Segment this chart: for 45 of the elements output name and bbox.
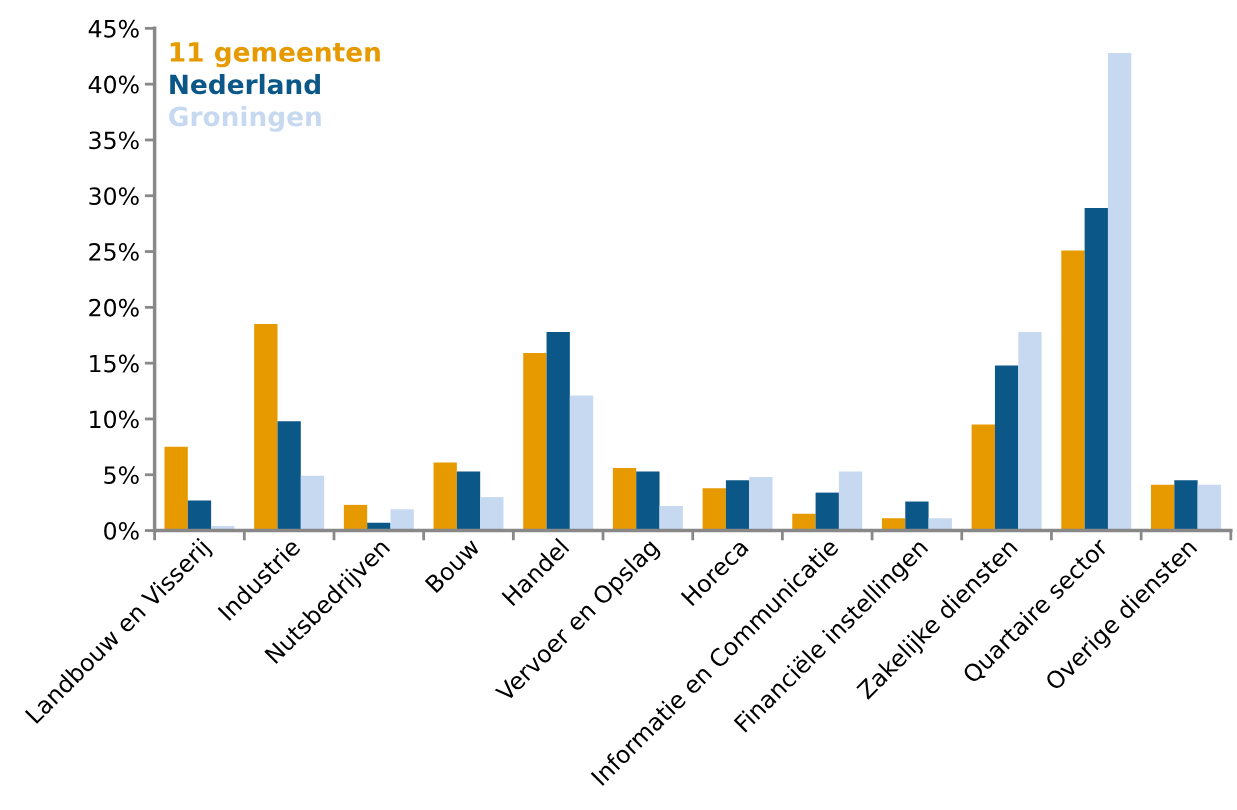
- bar: [187, 500, 212, 531]
- bar: [523, 353, 547, 531]
- y-tick-label: 30%: [89, 187, 139, 206]
- y-tick-label: 15%: [90, 354, 139, 373]
- bar: [343, 504, 368, 531]
- bar: [1151, 484, 1175, 531]
- bar: [659, 506, 683, 531]
- bar: [702, 488, 726, 531]
- bar: [480, 497, 504, 531]
- bar: [277, 421, 301, 531]
- y-tick-label: 35%: [89, 131, 139, 150]
- y-tick-label: 25%: [89, 243, 139, 261]
- text: Nederland: [170, 73, 320, 95]
- bar: [569, 395, 594, 531]
- bar: [792, 513, 816, 531]
- bar: [390, 509, 414, 531]
- y-tick-label: 5%: [104, 466, 139, 485]
- bar: [546, 331, 570, 531]
- bar: [612, 468, 637, 531]
- bar: [1174, 480, 1198, 531]
- bar: [1018, 331, 1042, 531]
- y-tick-label: 0%: [104, 522, 139, 540]
- bar: [636, 471, 660, 531]
- bar: [1084, 208, 1108, 531]
- bar: [971, 424, 995, 531]
- y-tick-label: 45%: [88, 19, 139, 38]
- bar: [838, 471, 863, 531]
- bar: [1197, 484, 1221, 531]
- y-tick-label: 20%: [89, 298, 139, 317]
- bar: [164, 446, 188, 531]
- bar: [456, 471, 481, 531]
- text: Groningen: [169, 106, 321, 132]
- bar: [300, 475, 325, 531]
- bar: [1107, 52, 1132, 531]
- bar: [725, 480, 750, 531]
- y-tick-label: 10%: [90, 410, 139, 429]
- bar: [1061, 250, 1085, 531]
- bar: [994, 365, 1019, 531]
- bar: [433, 462, 457, 531]
- text: 11 gemeenten: [170, 42, 380, 68]
- bar: [749, 476, 773, 531]
- bar: [254, 324, 278, 531]
- y-tick-label: 40%: [88, 75, 139, 94]
- bar: [905, 501, 929, 531]
- bar: [815, 492, 839, 531]
